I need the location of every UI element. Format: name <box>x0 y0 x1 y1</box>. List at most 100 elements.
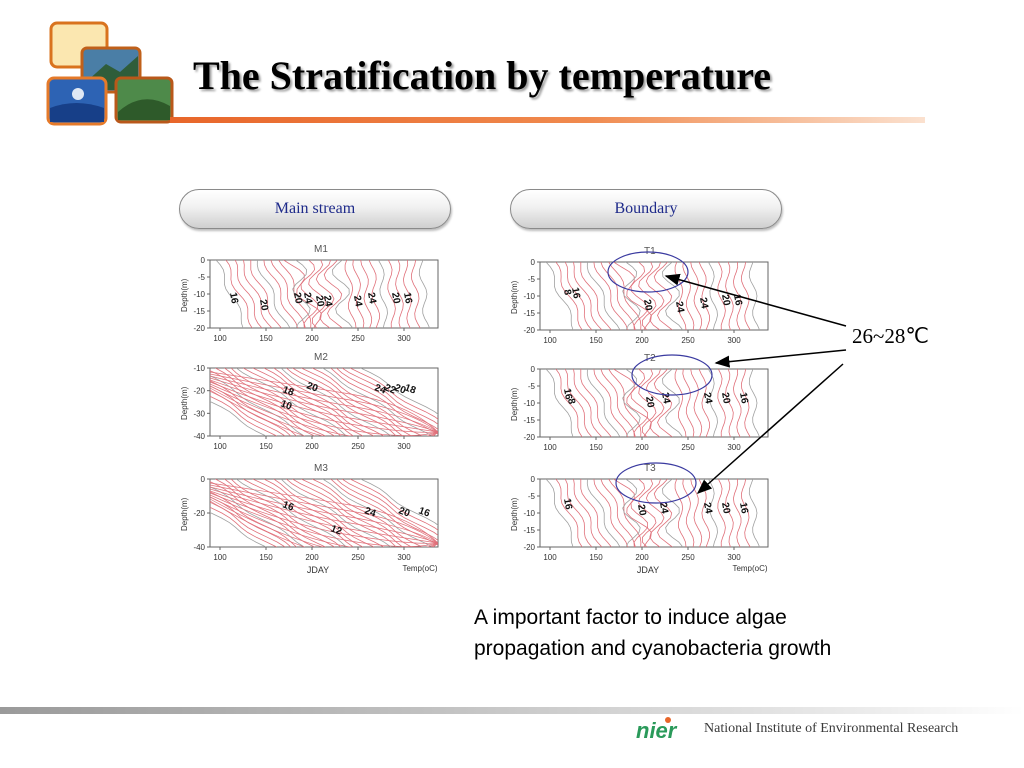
warm-layer-highlight <box>631 354 713 396</box>
x-tick-label: 250 <box>681 443 695 452</box>
y-tick-label: -10 <box>523 509 535 518</box>
y-tick-label: -20 <box>193 387 205 396</box>
y-tick-label: 0 <box>201 256 206 265</box>
contour-value-label: 20 <box>719 502 732 515</box>
x-tick-label: 100 <box>213 334 227 343</box>
y-axis-label: Depth(m) <box>180 386 189 420</box>
x-tick-label: 150 <box>589 336 603 345</box>
y-axis-label: Depth(m) <box>510 387 519 421</box>
logo-photo-frames <box>46 21 174 126</box>
contour-value-label: 24 <box>351 295 364 308</box>
contour-lines <box>210 368 438 436</box>
y-axis-label: Depth(m) <box>510 280 519 314</box>
contour-value-label: 16 <box>561 388 574 401</box>
nier-logo: nier <box>636 717 678 743</box>
contour-value-label: 20 <box>643 396 656 409</box>
y-tick-label: -15 <box>523 416 535 425</box>
contour-value-label: 16 <box>401 292 414 305</box>
contour-value-label: 20 <box>719 294 732 307</box>
caption-line-1: A important factor to induce algae <box>474 606 787 629</box>
contour-value-label: 8 <box>565 398 577 406</box>
y-tick-label: -5 <box>528 492 536 501</box>
y-tick-label: -15 <box>523 526 535 535</box>
contour-value-label: 16 <box>281 499 296 513</box>
y-tick-label: -10 <box>193 364 205 373</box>
contour-value-label: 20 <box>635 504 648 517</box>
x-tick-label: 100 <box>543 443 557 452</box>
x-tick-label: 300 <box>397 553 411 562</box>
y-tick-label: -20 <box>523 433 535 442</box>
y-tick-label: -10 <box>523 399 535 408</box>
arrow-to-t3 <box>696 363 844 494</box>
warm-layer-highlight <box>607 251 689 293</box>
contour-value-label: 22 <box>383 382 398 396</box>
panel-label-main-stream: Main stream <box>179 189 451 229</box>
plot-title: T3 <box>644 463 656 474</box>
x-tick-label: 100 <box>543 553 557 562</box>
contour-value-label: 10 <box>279 398 294 412</box>
contour-value-label: 24 <box>673 301 686 314</box>
y-axis-label: Depth(m) <box>510 497 519 531</box>
y-tick-label: -5 <box>528 382 536 391</box>
x-axis-label: JDAY <box>637 565 659 575</box>
contour-value-label: 20 <box>313 295 326 308</box>
x-tick-label: 200 <box>305 442 319 451</box>
panel-label-boundary: Boundary <box>510 189 782 229</box>
x-tick-label: 150 <box>589 443 603 452</box>
x-tick-label: 200 <box>305 553 319 562</box>
contour-value-label: 24 <box>701 502 714 515</box>
x-tick-label: 200 <box>635 336 649 345</box>
contour-value-label: 18 <box>403 382 418 396</box>
contour-value-label: 20 <box>393 382 408 396</box>
x-tick-label: 300 <box>727 443 741 452</box>
x-tick-label: 200 <box>305 334 319 343</box>
contour-value-label: 20 <box>257 299 270 312</box>
x-tick-label: 250 <box>351 334 365 343</box>
slide-title: The Stratification by temperature <box>193 53 772 98</box>
contour-value-label: 24 <box>321 295 334 308</box>
plot-title: M3 <box>314 463 328 474</box>
y-axis-label: Depth(m) <box>180 497 189 531</box>
contour-value-label: 16 <box>569 287 582 300</box>
nier-logo-text: nier <box>636 718 678 743</box>
annotation-temperature-range: 26~28℃ <box>852 324 929 348</box>
x-tick-label: 200 <box>635 443 649 452</box>
y-tick-label: -20 <box>193 324 205 333</box>
caption-line-2: propagation and cyanobacteria growth <box>474 637 832 660</box>
x-tick-label: 150 <box>259 334 273 343</box>
y-tick-label: -10 <box>193 290 205 299</box>
y-tick-label: -10 <box>523 292 535 301</box>
x-tick-label: 250 <box>681 336 695 345</box>
temperature-unit-label: Temp(oC) <box>732 564 767 573</box>
x-tick-label: 100 <box>213 553 227 562</box>
x-tick-label: 250 <box>351 553 365 562</box>
contour-value-label: 16 <box>561 498 574 511</box>
plot-title: M1 <box>314 244 328 255</box>
contour-value-label: 20 <box>397 505 412 519</box>
x-tick-label: 150 <box>259 442 273 451</box>
x-tick-label: 200 <box>635 553 649 562</box>
y-tick-label: -15 <box>523 309 535 318</box>
arrow-to-t1 <box>664 273 847 327</box>
y-tick-label: -40 <box>193 543 205 552</box>
contour-value-label: 20 <box>389 292 402 305</box>
y-tick-label: -5 <box>528 275 536 284</box>
x-tick-label: 300 <box>397 442 411 451</box>
y-tick-label: 0 <box>531 258 536 267</box>
x-axis-label: JDAY <box>307 565 329 575</box>
contour-lines <box>545 369 760 437</box>
y-tick-label: -40 <box>193 432 205 441</box>
temperature-unit-label: Temp(oC) <box>402 564 437 573</box>
contour-value-label: 16 <box>737 392 750 405</box>
contour-value-label: 24 <box>657 502 670 515</box>
title-underline <box>170 117 925 123</box>
y-tick-label: -15 <box>193 307 205 316</box>
y-tick-label: -20 <box>523 326 535 335</box>
y-tick-label: 0 <box>531 365 536 374</box>
